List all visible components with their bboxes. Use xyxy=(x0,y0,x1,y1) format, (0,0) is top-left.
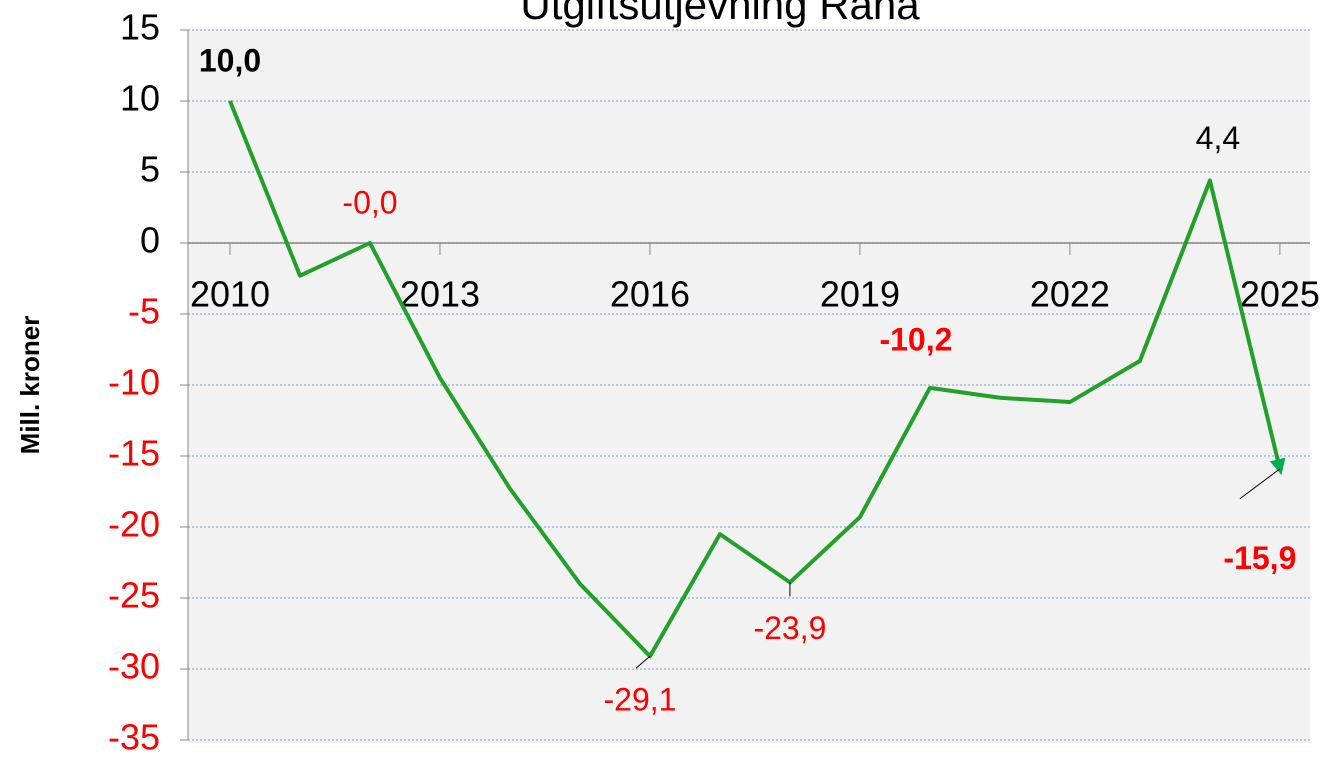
data-label: 4,4 xyxy=(1196,120,1240,156)
y-tick-label: 15 xyxy=(120,7,160,48)
y-tick-label: -5 xyxy=(128,291,160,332)
data-label: -23,9 xyxy=(753,610,826,646)
x-tick-label: 2019 xyxy=(820,274,900,315)
y-tick-label: 5 xyxy=(140,149,160,190)
data-label: 10,0 xyxy=(199,42,261,78)
x-tick-label: 2025 xyxy=(1240,274,1320,315)
y-tick-label: -10 xyxy=(108,362,160,403)
y-tick-label: -20 xyxy=(108,504,160,545)
data-label: -15,9 xyxy=(1223,540,1296,576)
x-tick-label: 2013 xyxy=(400,274,480,315)
x-tick-label: 2022 xyxy=(1030,274,1110,315)
y-tick-label: 10 xyxy=(120,78,160,119)
plot-area xyxy=(188,30,1310,743)
y-tick-label: -30 xyxy=(108,646,160,687)
y-tick-label: -35 xyxy=(108,717,160,758)
y-tick-label: 0 xyxy=(140,220,160,261)
leader-line xyxy=(1239,468,1281,500)
x-tick-label: 2010 xyxy=(190,274,270,315)
x-tick-label: 2016 xyxy=(610,274,690,315)
leader-line xyxy=(635,655,651,669)
y-axis-label: Mill. kroner xyxy=(15,316,45,455)
data-label: -10,2 xyxy=(879,321,952,357)
data-line xyxy=(228,100,1286,659)
y-tick-label: -25 xyxy=(108,575,160,616)
data-label: -29,1 xyxy=(603,682,676,718)
chart-title: Utgiftsutjevning Rana xyxy=(520,0,920,28)
y-tick-label: -15 xyxy=(108,433,160,474)
data-label: -0,0 xyxy=(342,184,397,220)
